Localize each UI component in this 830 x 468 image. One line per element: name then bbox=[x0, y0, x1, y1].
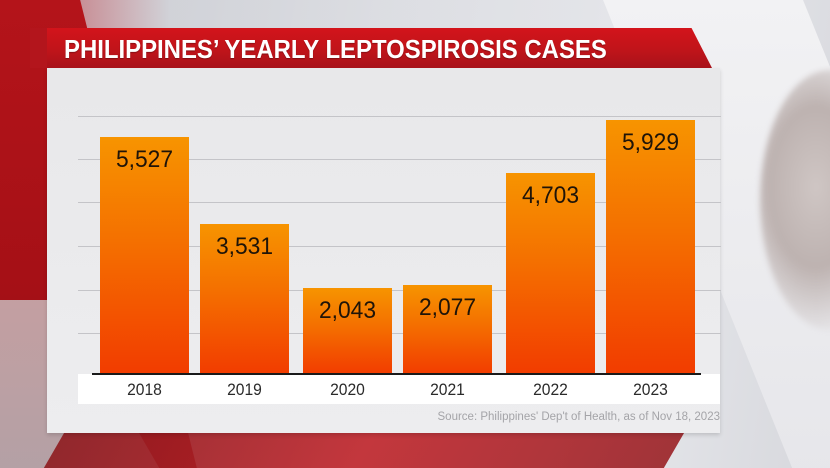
gridline bbox=[78, 116, 721, 117]
x-axis-label: 2023 bbox=[633, 380, 668, 399]
bar-value-label: 5,527 bbox=[115, 146, 174, 173]
x-axis-label: 2019 bbox=[227, 380, 262, 399]
gridline bbox=[78, 333, 721, 334]
bar-value-label: 3,531 bbox=[215, 233, 274, 260]
x-axis-label-band bbox=[78, 374, 720, 404]
gridline bbox=[78, 202, 721, 203]
gridline bbox=[78, 290, 721, 291]
bar-value-label: 5,929 bbox=[621, 129, 680, 156]
x-axis-label: 2021 bbox=[430, 380, 465, 399]
bar-value-label: 2,043 bbox=[318, 297, 377, 324]
x-axis-baseline bbox=[92, 373, 701, 375]
title-banner-edge bbox=[30, 28, 47, 68]
bar-value-label: 4,703 bbox=[521, 182, 580, 209]
bar-value-label: 2,077 bbox=[418, 294, 477, 321]
chart-title: PHILIPPINES’ YEARLY LEPTOSPIROSIS CASES bbox=[64, 34, 607, 64]
bar-2022: 4,703 bbox=[506, 173, 595, 374]
bar-2019: 3,531 bbox=[200, 224, 289, 374]
bar-2018: 5,527 bbox=[100, 137, 189, 374]
x-axis-label: 2020 bbox=[330, 380, 365, 399]
x-axis-label: 2018 bbox=[127, 380, 162, 399]
x-axis-label: 2022 bbox=[533, 380, 568, 399]
gridline bbox=[78, 159, 721, 160]
source-note: Source: Philippines' Dep't of Health, as… bbox=[437, 411, 720, 423]
bar-2021: 2,077 bbox=[403, 285, 492, 374]
bar-2023: 5,929 bbox=[606, 120, 695, 374]
gridline bbox=[78, 246, 721, 247]
bar-2020: 2,043 bbox=[303, 288, 392, 374]
title-banner bbox=[30, 28, 712, 68]
